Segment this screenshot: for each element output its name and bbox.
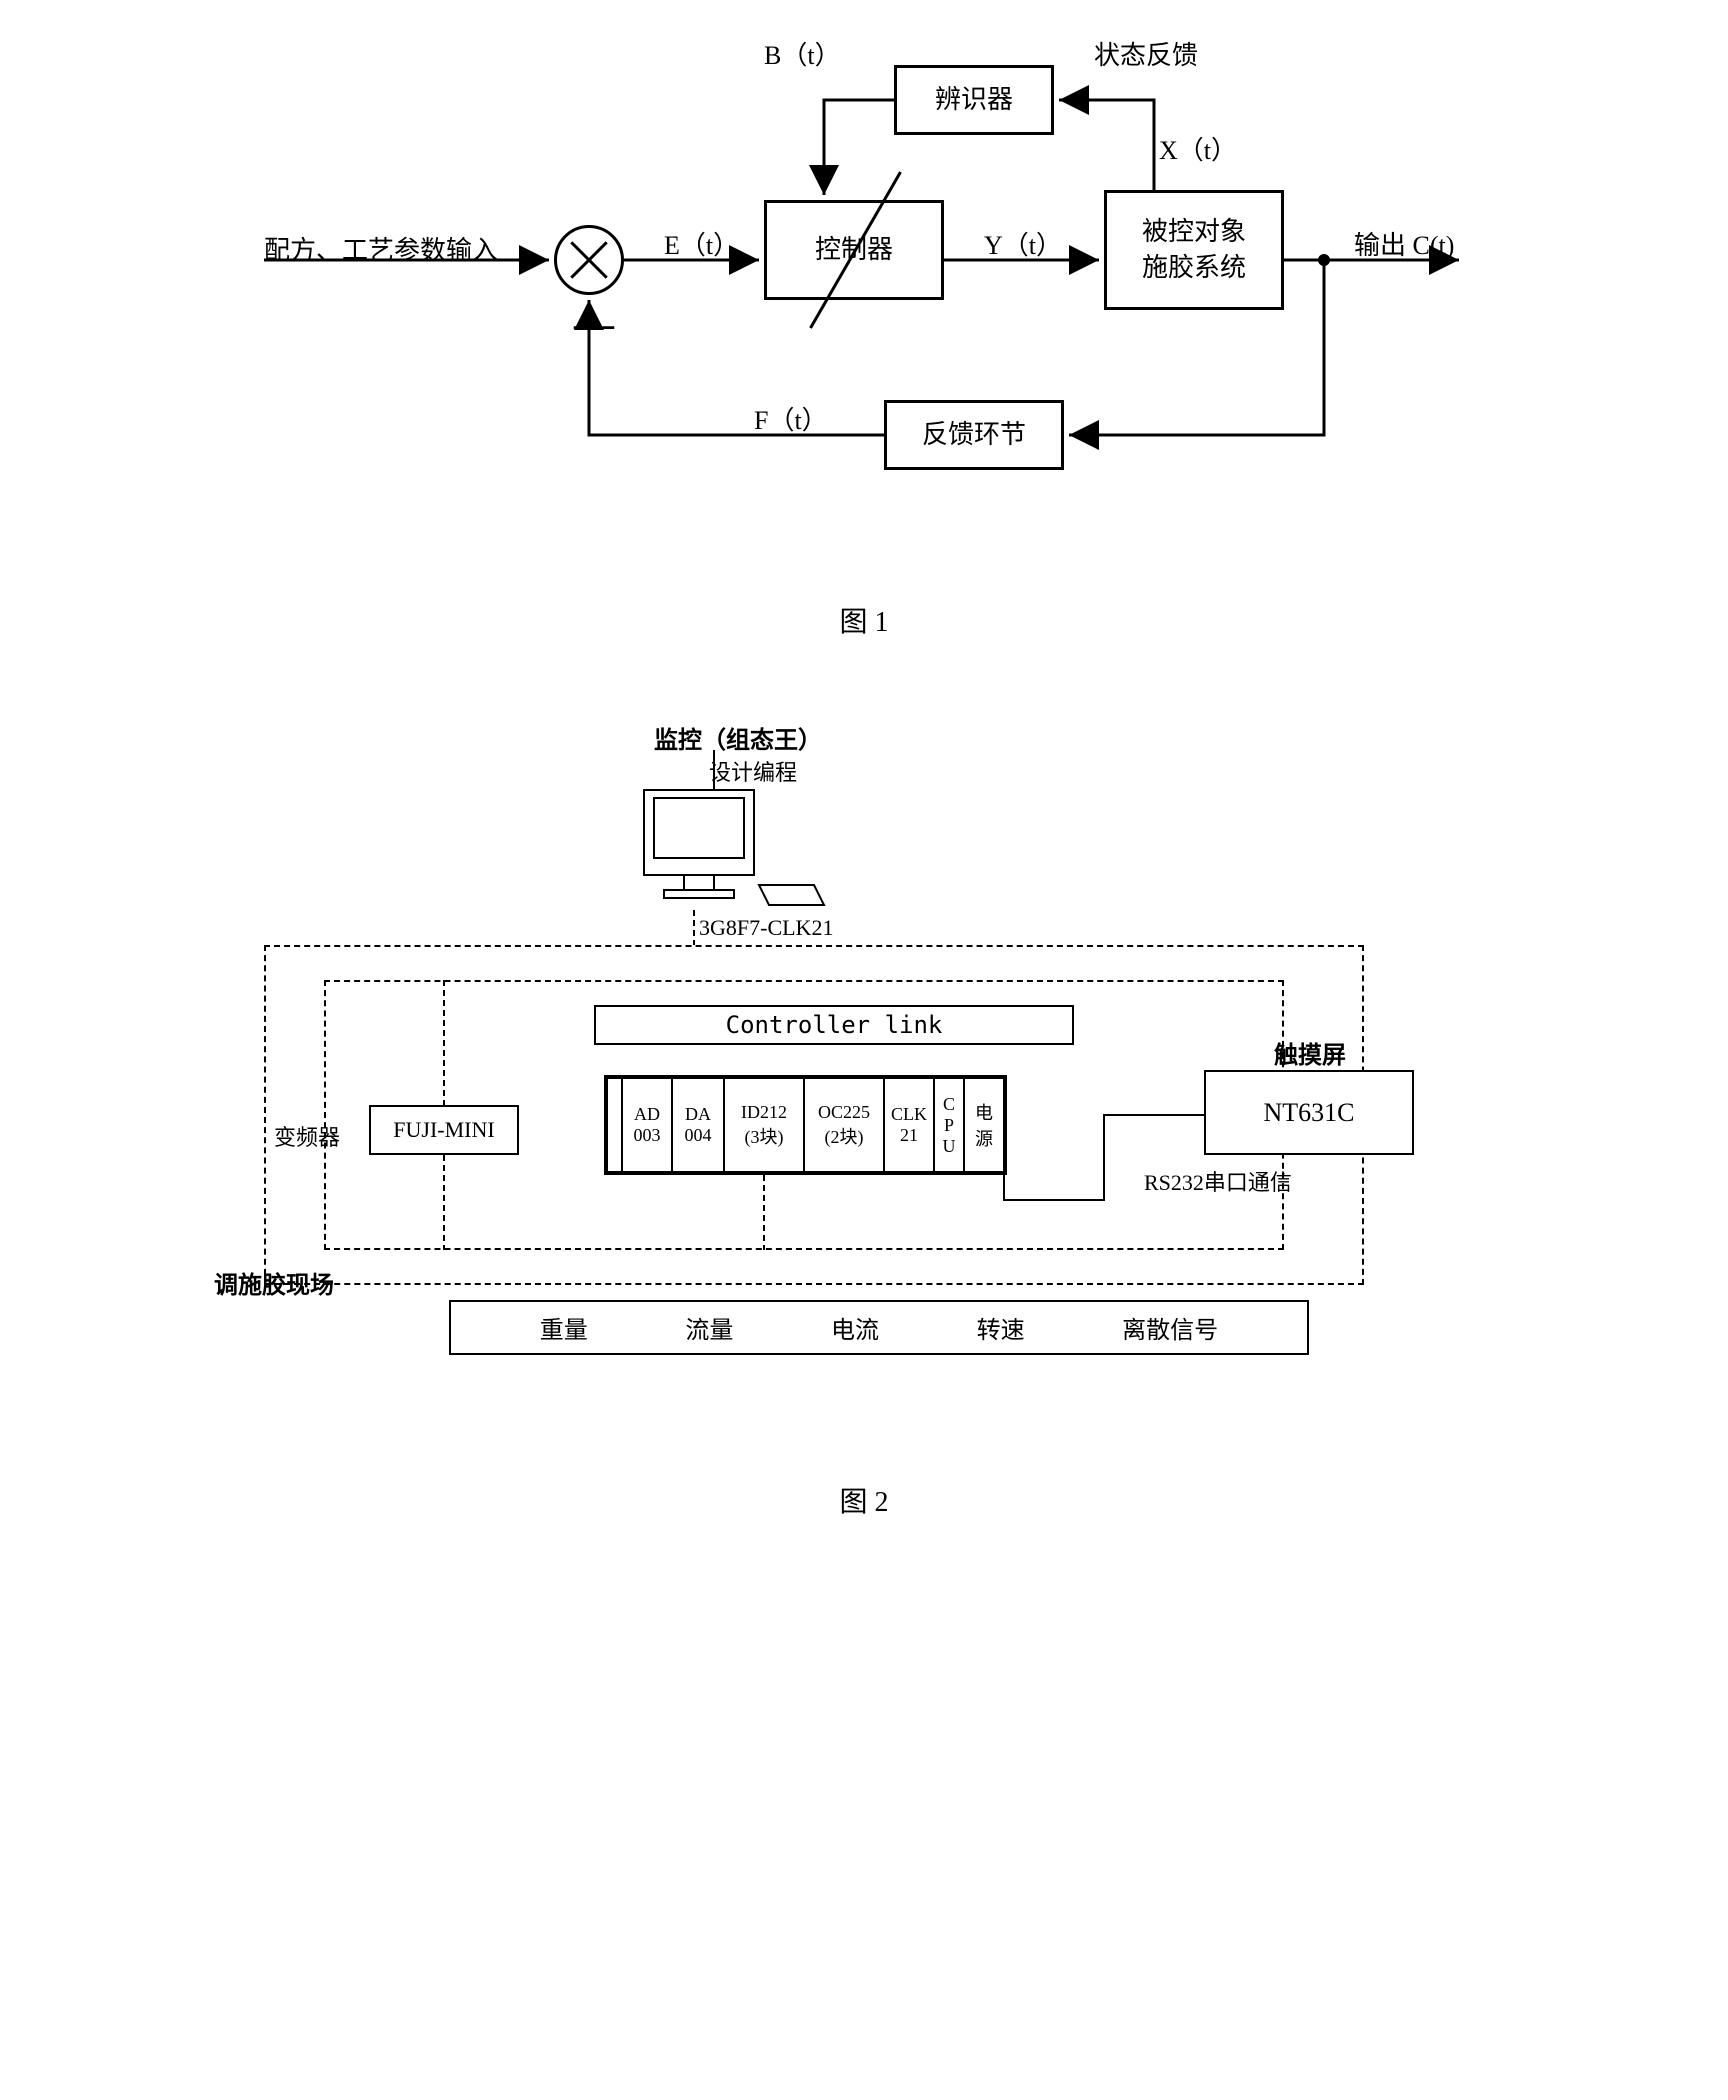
- link-card-label: 3G8F7-CLK21: [699, 915, 833, 941]
- figure-1-caption: 图 1: [40, 600, 1688, 640]
- error-label: E（t）: [664, 225, 739, 262]
- plc-da004: DA 004: [673, 1077, 725, 1173]
- fuji-box: FUJI-MINI: [369, 1105, 519, 1155]
- field-label: 调施胶现场: [214, 1265, 334, 1300]
- b-label: B（t）: [764, 35, 841, 72]
- signal-discrete: 离散信号: [1122, 1310, 1218, 1345]
- plant-text2: 施胶系统: [1142, 250, 1246, 286]
- monitor-label: 监控（组态王）: [654, 720, 822, 755]
- identifier-box: 辨识器: [894, 65, 1054, 135]
- rs232-label: RS232串口通信: [1144, 1165, 1292, 1197]
- plant-box: 被控对象 施胶系统: [1104, 190, 1284, 310]
- output-label: 输出 C(t): [1354, 225, 1454, 262]
- plc-ad003: AD 003: [621, 1077, 673, 1173]
- design-label: 设计编程: [709, 755, 797, 787]
- plc-bus: [606, 1077, 621, 1173]
- signal-current: 电流: [831, 1310, 879, 1345]
- controller-link-box: Controller link: [594, 1005, 1074, 1045]
- minus-sign: —: [574, 300, 614, 347]
- plc-oc225: OC225 (2块): [805, 1077, 885, 1173]
- feedback-text: 反馈环节: [922, 417, 1026, 453]
- signal-flow: 流量: [685, 1310, 733, 1345]
- fuji-text: FUJI-MINI: [393, 1117, 494, 1143]
- figure-2-system-diagram: 监控（组态王） 设计编程 3G8F7-CLK21 Controller link: [214, 720, 1514, 1420]
- plc-clk21: CLK 21: [885, 1077, 935, 1173]
- signal-speed: 转速: [977, 1310, 1025, 1345]
- identifier-text: 辨识器: [935, 82, 1013, 118]
- feedback-box: 反馈环节: [884, 400, 1064, 470]
- field-signals-box: 重量 流量 电流 转速 离散信号: [449, 1300, 1309, 1355]
- plc-power: 电 源: [965, 1077, 1005, 1173]
- plant-text1: 被控对象: [1142, 214, 1246, 250]
- touchscreen-label: 触摸屏: [1274, 1035, 1346, 1070]
- figure-2-caption: 图 2: [40, 1480, 1688, 1520]
- input-label: 配方、工艺参数输入: [264, 230, 498, 267]
- x-label: X（t）: [1159, 130, 1237, 167]
- touchscreen-model: NT631C: [1264, 1098, 1355, 1128]
- plc-cpu: C P U: [935, 1077, 965, 1173]
- controller-link-text: Controller link: [726, 1011, 943, 1039]
- signal-weight: 重量: [540, 1310, 588, 1345]
- state-feedback-label: 状态反馈: [1094, 35, 1198, 72]
- y-label: Y（t）: [984, 225, 1062, 262]
- touchscreen-box: NT631C: [1204, 1070, 1414, 1155]
- figure-1-control-diagram: 配方、工艺参数输入 — E（t） 控制器 B（t） 辨识器 状态反馈 Y（t） …: [264, 40, 1464, 540]
- plc-id212: ID212 (3块): [725, 1077, 805, 1173]
- summing-junction: [554, 225, 624, 295]
- f-label: F（t）: [754, 400, 828, 437]
- plc-rack: AD 003 DA 004 ID212 (3块) OC225 (2块) CLK …: [604, 1075, 1007, 1175]
- inverter-label: 变频器: [274, 1120, 340, 1152]
